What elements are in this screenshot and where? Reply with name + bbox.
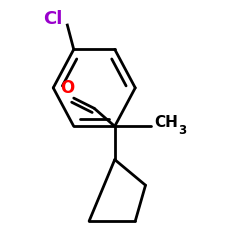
- Text: 3: 3: [178, 124, 186, 137]
- Text: CH: CH: [154, 115, 178, 130]
- Text: O: O: [60, 79, 74, 97]
- Text: Cl: Cl: [44, 10, 63, 28]
